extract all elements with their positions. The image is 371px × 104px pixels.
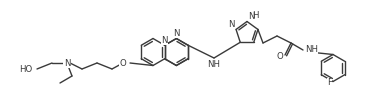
Text: N: N <box>173 29 180 38</box>
Text: H: H <box>252 11 259 20</box>
Text: NH: NH <box>305 45 318 53</box>
Text: N: N <box>64 58 70 67</box>
Text: N: N <box>229 20 235 29</box>
Text: O: O <box>119 58 126 67</box>
Text: N: N <box>248 12 255 21</box>
Text: F: F <box>327 78 332 87</box>
Text: NH: NH <box>207 60 220 69</box>
Text: O: O <box>276 52 283 61</box>
Text: N: N <box>161 36 168 45</box>
Text: HO: HO <box>19 64 32 74</box>
